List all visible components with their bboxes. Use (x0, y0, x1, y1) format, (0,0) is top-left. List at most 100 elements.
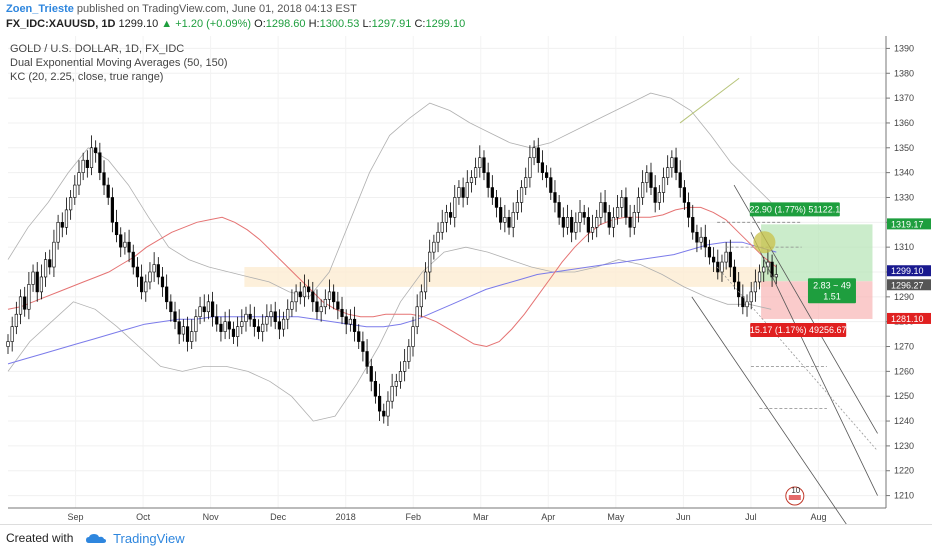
candle-body (745, 301, 749, 308)
candle (181, 319, 185, 342)
candle-body (582, 212, 586, 218)
candle (686, 192, 691, 228)
candle-body (757, 271, 762, 283)
candle (110, 187, 114, 233)
candle-body (336, 301, 340, 310)
candle-body (27, 284, 31, 310)
candle (10, 316, 14, 352)
candle (624, 187, 628, 225)
candle (219, 316, 223, 342)
candle (403, 349, 407, 382)
candle-body (607, 212, 611, 228)
candle-body (98, 152, 102, 173)
price-chart[interactable]: 1210122012301240125012601270128012901300… (0, 36, 932, 524)
tradingview-brand[interactable]: TradingView (113, 531, 185, 547)
candle-body (152, 264, 156, 273)
y-tick-label: 1330 (894, 192, 914, 202)
candle-body (461, 187, 465, 198)
candle-body (440, 222, 444, 233)
candle-body (457, 187, 461, 198)
candle (570, 209, 574, 243)
candle (682, 180, 686, 210)
candle (611, 207, 616, 238)
candle (332, 284, 336, 310)
candle-body (365, 351, 369, 367)
candle-body (227, 321, 231, 330)
candle (290, 289, 294, 317)
candle (119, 227, 123, 258)
candle-body (273, 311, 277, 322)
price-tag-label: 1319.17 (891, 219, 924, 229)
candle (357, 324, 361, 350)
candle-body (419, 291, 423, 308)
candle (716, 249, 720, 280)
candle-body (403, 361, 407, 372)
price-tag-label: 1299.10 (891, 266, 924, 276)
candle (465, 170, 469, 205)
author-link[interactable]: Zoen_Trieste (6, 3, 74, 15)
candle (515, 190, 519, 220)
candle-body (382, 410, 386, 417)
kc-lower-band (7, 246, 772, 422)
candle-body (43, 259, 48, 278)
candle (35, 262, 39, 302)
candle-body (369, 366, 373, 382)
candle-body (194, 316, 198, 332)
candle-body (261, 323, 265, 332)
candle-body (645, 172, 649, 183)
candle-body (411, 326, 415, 347)
candle (728, 239, 732, 277)
candle-body (173, 311, 177, 322)
candle-body (23, 296, 27, 310)
publish-line: Zoen_Trieste published on TradingView.co… (6, 3, 357, 15)
price-tag-bg (887, 218, 931, 230)
candle (532, 140, 536, 166)
candle (81, 152, 85, 181)
target-label-text: 22.90 (1.77%) 51122.1 (749, 204, 840, 214)
candle (252, 306, 256, 337)
candle-body (499, 207, 503, 223)
candle-body (69, 197, 73, 211)
candle (507, 209, 511, 235)
candle (286, 299, 290, 330)
candle (565, 204, 570, 235)
candle (398, 361, 403, 389)
candle (202, 294, 206, 322)
candle-body (707, 246, 712, 258)
open-value: 1298.60 (265, 18, 306, 30)
price-tag-label: 1296.27 (891, 280, 924, 290)
candle-body (352, 318, 357, 332)
candle-body (281, 318, 286, 330)
candle-body (348, 318, 352, 325)
candle-body (60, 222, 64, 228)
candle (14, 301, 18, 335)
candle-body (386, 400, 390, 417)
candle (428, 239, 432, 282)
candle (140, 264, 144, 300)
candle-body (123, 241, 127, 248)
candle-body (595, 217, 599, 228)
candle-body (774, 274, 778, 278)
candle (269, 304, 273, 327)
candle (545, 165, 549, 188)
candle-body (110, 197, 114, 223)
y-tick-label: 1250 (894, 391, 914, 401)
y-tick-label: 1380 (894, 68, 914, 78)
published-text: published on TradingView.com, June 01, 2… (76, 3, 357, 15)
candle-body (691, 217, 695, 233)
candle (732, 259, 737, 290)
candle (457, 180, 461, 205)
candle-body (699, 236, 703, 243)
low-label: L: (362, 18, 372, 30)
candle (657, 185, 661, 210)
candle-body (749, 291, 753, 303)
candle-body (545, 172, 549, 178)
candle-body (670, 157, 674, 168)
candle (323, 289, 327, 315)
candle-body (236, 326, 240, 337)
candle-body (73, 184, 77, 198)
candle (499, 197, 503, 230)
candle-body (198, 306, 202, 318)
candle (419, 284, 423, 317)
candle (369, 358, 373, 392)
